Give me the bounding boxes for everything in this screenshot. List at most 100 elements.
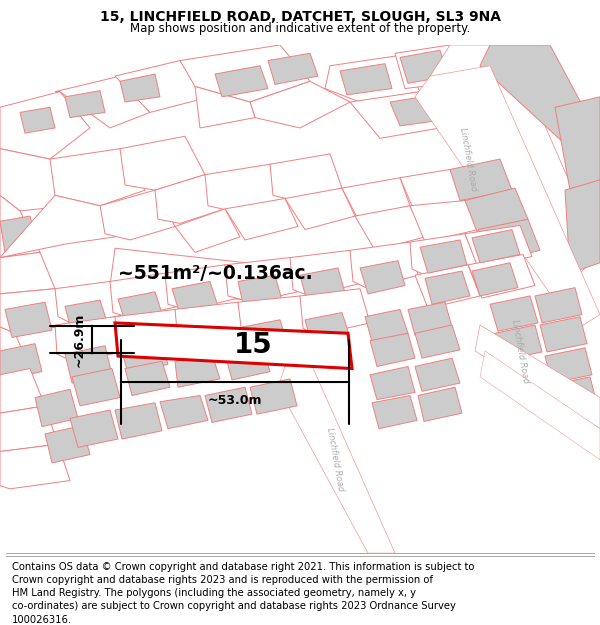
Polygon shape (225, 199, 298, 240)
Polygon shape (395, 45, 465, 89)
Polygon shape (0, 344, 42, 379)
Polygon shape (480, 351, 600, 460)
Polygon shape (450, 159, 512, 201)
Polygon shape (408, 302, 452, 336)
Polygon shape (370, 366, 415, 399)
Polygon shape (225, 258, 302, 302)
Polygon shape (180, 327, 228, 362)
Polygon shape (70, 410, 118, 447)
Polygon shape (475, 325, 600, 429)
Text: ~551m²/~0.136ac.: ~551m²/~0.136ac. (118, 264, 313, 282)
Text: Map shows position and indicative extent of the property.: Map shows position and indicative extent… (130, 22, 470, 35)
Polygon shape (0, 444, 70, 489)
Polygon shape (100, 190, 175, 240)
Polygon shape (565, 180, 600, 273)
Text: ~53.0m: ~53.0m (208, 394, 262, 408)
Polygon shape (420, 240, 467, 273)
Polygon shape (355, 206, 425, 251)
Polygon shape (155, 174, 225, 223)
Polygon shape (55, 317, 128, 361)
Polygon shape (300, 268, 345, 301)
Polygon shape (238, 275, 282, 308)
Polygon shape (350, 242, 418, 289)
Polygon shape (495, 325, 542, 360)
Polygon shape (110, 273, 178, 318)
Polygon shape (115, 61, 210, 112)
Polygon shape (250, 81, 350, 128)
Polygon shape (20, 107, 55, 133)
Polygon shape (65, 300, 108, 333)
Polygon shape (400, 50, 448, 83)
Polygon shape (415, 358, 460, 391)
Polygon shape (225, 346, 270, 380)
Polygon shape (0, 327, 30, 375)
Polygon shape (372, 396, 417, 429)
Polygon shape (285, 188, 355, 229)
Polygon shape (430, 45, 600, 273)
Polygon shape (0, 369, 45, 413)
Polygon shape (415, 265, 480, 308)
Polygon shape (300, 289, 370, 336)
Polygon shape (160, 396, 208, 429)
Text: Contains OS data © Crown copyright and database right 2021. This information is : Contains OS data © Crown copyright and d… (12, 562, 475, 624)
Polygon shape (175, 354, 220, 388)
Polygon shape (50, 149, 145, 206)
Text: Linchfield Road: Linchfield Road (510, 318, 530, 384)
Polygon shape (370, 333, 415, 366)
Polygon shape (242, 320, 288, 354)
Polygon shape (480, 45, 600, 149)
Text: Linchfield Road: Linchfield Road (458, 126, 478, 192)
Polygon shape (215, 66, 268, 97)
Polygon shape (250, 379, 297, 414)
Polygon shape (0, 216, 38, 252)
Polygon shape (0, 92, 90, 159)
Polygon shape (35, 389, 78, 427)
Polygon shape (400, 169, 465, 213)
Polygon shape (535, 288, 582, 323)
Polygon shape (342, 177, 410, 219)
Text: ~26.9m: ~26.9m (73, 312, 86, 367)
Polygon shape (45, 426, 90, 463)
Polygon shape (0, 406, 58, 451)
Polygon shape (165, 265, 238, 311)
Polygon shape (0, 196, 40, 258)
Polygon shape (550, 377, 597, 412)
Polygon shape (175, 209, 240, 252)
Polygon shape (472, 229, 520, 262)
Polygon shape (0, 149, 70, 211)
Polygon shape (180, 45, 310, 102)
Polygon shape (418, 388, 462, 421)
Polygon shape (410, 234, 478, 275)
Polygon shape (238, 296, 312, 342)
Text: 15: 15 (234, 331, 272, 359)
Polygon shape (460, 45, 520, 81)
Polygon shape (120, 136, 205, 190)
Polygon shape (468, 254, 535, 298)
Polygon shape (325, 56, 420, 102)
Polygon shape (72, 369, 120, 406)
Polygon shape (175, 302, 250, 348)
Polygon shape (465, 226, 532, 268)
Polygon shape (0, 196, 115, 258)
Polygon shape (195, 86, 255, 128)
Polygon shape (115, 309, 188, 354)
Polygon shape (278, 361, 395, 553)
Polygon shape (270, 154, 342, 201)
Polygon shape (360, 261, 405, 294)
Polygon shape (425, 271, 470, 304)
Polygon shape (390, 95, 445, 126)
Polygon shape (490, 296, 538, 331)
Polygon shape (465, 188, 528, 232)
Polygon shape (65, 346, 112, 383)
Polygon shape (415, 325, 460, 358)
Polygon shape (545, 348, 592, 383)
Polygon shape (172, 281, 218, 314)
Polygon shape (5, 302, 52, 338)
Polygon shape (205, 388, 252, 422)
Polygon shape (0, 253, 55, 294)
Polygon shape (55, 76, 150, 128)
Polygon shape (120, 74, 160, 102)
Polygon shape (268, 53, 318, 84)
Polygon shape (415, 66, 600, 330)
Polygon shape (120, 338, 168, 372)
